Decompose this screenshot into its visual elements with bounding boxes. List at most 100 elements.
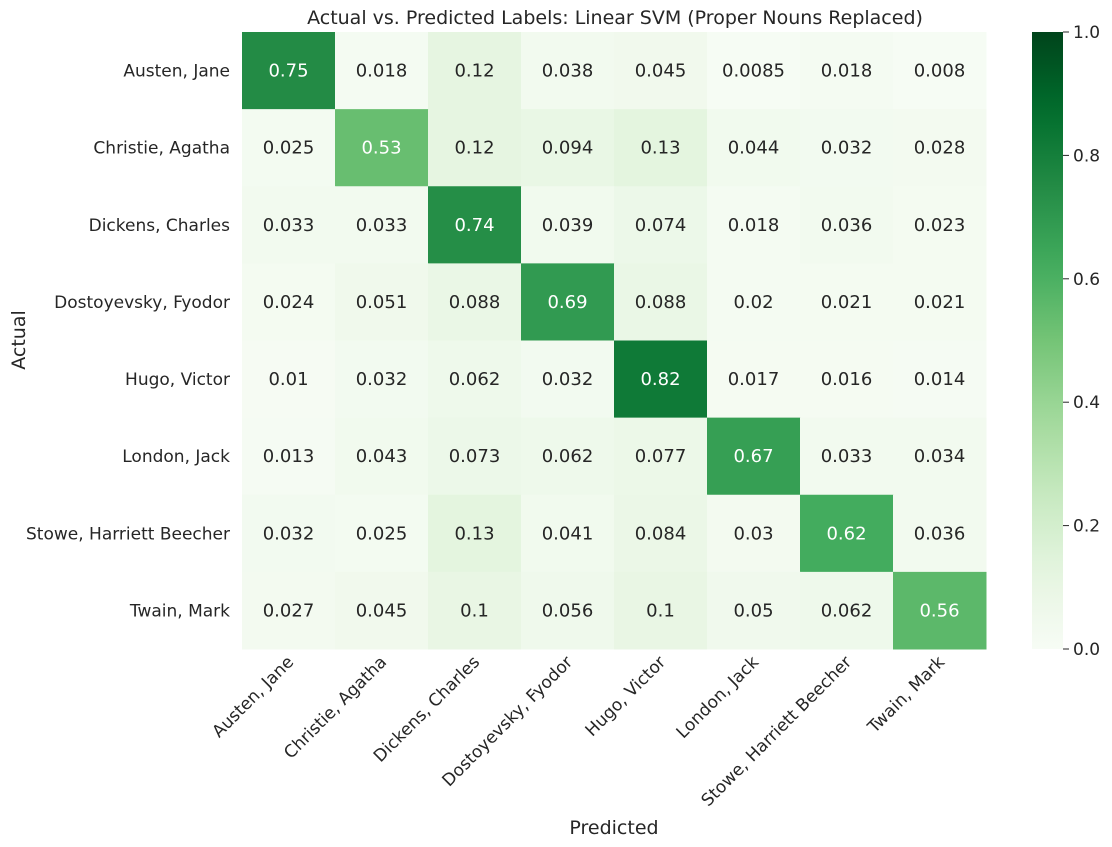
cell-value-label: 0.039 bbox=[542, 215, 594, 236]
heatmap-cell bbox=[893, 263, 987, 341]
heatmap-cell bbox=[242, 263, 336, 341]
heatmap-cell bbox=[521, 340, 615, 419]
cell-value-label: 0.088 bbox=[635, 292, 687, 313]
heatmap-cell bbox=[521, 109, 615, 187]
y-tick-label: Dostoyevsky, Fyodor bbox=[54, 293, 230, 313]
cell-value-label: 0.033 bbox=[263, 215, 315, 236]
heatmap-cell bbox=[614, 340, 708, 419]
heatmap-cell bbox=[335, 32, 429, 110]
cell-value-label: 0.043 bbox=[356, 446, 408, 467]
cell-value-label: 0.045 bbox=[635, 61, 687, 82]
y-tick-label: Stowe, Harriett Beecher bbox=[26, 524, 230, 544]
y-tick-label: Twain, Mark bbox=[129, 601, 230, 621]
heatmap-cell bbox=[242, 417, 336, 496]
heatmap-cell bbox=[242, 571, 336, 650]
colorbar-tick-label: 1.0 bbox=[1073, 23, 1100, 43]
cell-value-label: 0.045 bbox=[356, 600, 408, 621]
heatmap-cell bbox=[707, 571, 801, 650]
cell-value-label: 0.025 bbox=[263, 138, 315, 159]
cell-value-label: 0.1 bbox=[646, 600, 675, 621]
cell-value-label: 0.018 bbox=[821, 61, 873, 82]
heatmap-cell bbox=[614, 417, 708, 496]
heatmap-cell bbox=[335, 109, 429, 187]
heatmap-cell bbox=[614, 571, 708, 650]
cell-value-label: 0.13 bbox=[454, 523, 494, 544]
heatmap-cell bbox=[707, 263, 801, 341]
cell-value-label: 0.013 bbox=[263, 446, 315, 467]
cell-value-label: 0.041 bbox=[542, 523, 594, 544]
cell-value-label: 0.13 bbox=[640, 138, 680, 159]
x-tick-label: Austen, Jane bbox=[208, 652, 298, 742]
heatmap-cell bbox=[893, 109, 987, 187]
cell-value-label: 0.036 bbox=[914, 523, 966, 544]
cell-value-label: 0.033 bbox=[356, 215, 408, 236]
heatmap-cell bbox=[707, 340, 801, 419]
colorbar bbox=[1032, 32, 1063, 649]
heatmap-cell bbox=[893, 186, 987, 264]
cell-value-label: 0.032 bbox=[356, 369, 408, 390]
heatmap-cell bbox=[521, 263, 615, 341]
heatmap-cell bbox=[335, 186, 429, 264]
heatmap-cell bbox=[335, 571, 429, 650]
y-tick-label: Dickens, Charles bbox=[89, 216, 231, 236]
heatmap-cell bbox=[242, 494, 336, 573]
heatmap-cell bbox=[521, 494, 615, 573]
heatmap-cell bbox=[800, 109, 894, 187]
heatmap-cell bbox=[893, 494, 987, 573]
heatmap-cell-labels: 0.75 0.018 0.12 0.038 0.045 0.0085 0.018 0.008 0… bbox=[263, 61, 966, 622]
cell-value-label: 0.016 bbox=[821, 369, 873, 390]
cell-value-label: 0.062 bbox=[449, 369, 501, 390]
cell-value-label: 0.062 bbox=[821, 600, 873, 621]
cell-value-label: 0.02 bbox=[733, 292, 773, 313]
heatmap-cell bbox=[521, 417, 615, 496]
heatmap-cell bbox=[614, 494, 708, 573]
heatmap-cell bbox=[614, 263, 708, 341]
cell-value-label: 0.008 bbox=[914, 61, 966, 82]
colorbar-tick-label: 0.2 bbox=[1073, 517, 1100, 537]
y-axis-tick-labels: Austen, Jane Christie, Agatha Dickens, Cha… bbox=[26, 62, 230, 622]
x-tick-label: London, Jack bbox=[673, 652, 763, 742]
cell-value-label: 0.094 bbox=[542, 138, 594, 159]
heatmap-cell bbox=[800, 263, 894, 341]
cell-value-label: 0.62 bbox=[826, 523, 866, 544]
heatmap-cell bbox=[428, 340, 522, 419]
cell-value-label: 0.12 bbox=[454, 61, 494, 82]
cell-value-label: 0.034 bbox=[914, 446, 966, 467]
heatmap-cell bbox=[800, 417, 894, 496]
cell-value-label: 0.021 bbox=[821, 292, 873, 313]
cell-value-label: 0.033 bbox=[821, 446, 873, 467]
heatmap-cell bbox=[335, 263, 429, 341]
heatmap-cell bbox=[893, 571, 987, 650]
heatmap-cell bbox=[614, 32, 708, 110]
cell-value-label: 0.018 bbox=[356, 61, 408, 82]
y-tick-label: London, Jack bbox=[122, 447, 230, 467]
heatmap-cell bbox=[893, 417, 987, 496]
cell-value-label: 0.01 bbox=[268, 369, 308, 390]
heatmap-cell bbox=[428, 494, 522, 573]
cell-value-label: 0.032 bbox=[542, 369, 594, 390]
heatmap-cell bbox=[428, 571, 522, 650]
cell-value-label: 0.025 bbox=[356, 523, 408, 544]
heatmap-cell bbox=[614, 109, 708, 187]
colorbar-tick-label: 0.8 bbox=[1073, 146, 1100, 166]
heatmap-cell bbox=[428, 186, 522, 264]
cell-value-label: 0.53 bbox=[361, 138, 401, 159]
heatmap-cell bbox=[428, 32, 522, 110]
cell-value-label: 0.028 bbox=[914, 138, 966, 159]
heatmap-cell bbox=[707, 186, 801, 264]
cell-value-label: 0.084 bbox=[635, 523, 687, 544]
cell-value-label: 0.82 bbox=[640, 369, 680, 390]
heatmap-cell bbox=[521, 571, 615, 650]
cell-value-label: 0.024 bbox=[263, 292, 315, 313]
heatmap-cell bbox=[428, 263, 522, 341]
cell-value-label: 0.021 bbox=[914, 292, 966, 313]
heatmap-cells bbox=[242, 32, 987, 650]
cell-value-label: 0.088 bbox=[449, 292, 501, 313]
cell-value-label: 0.75 bbox=[268, 61, 308, 82]
cell-value-label: 0.023 bbox=[914, 215, 966, 236]
heatmap-cell bbox=[428, 109, 522, 187]
heatmap-cell bbox=[335, 340, 429, 419]
cell-value-label: 0.018 bbox=[728, 215, 780, 236]
cell-value-label: 0.062 bbox=[542, 446, 594, 467]
